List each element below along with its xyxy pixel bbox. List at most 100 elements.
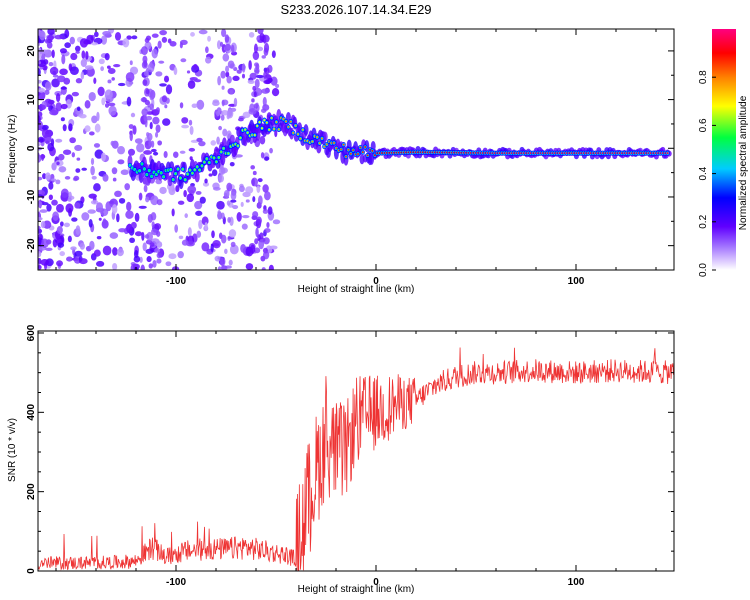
x-axis-label-bottom: Height of straight line (km) [298,584,415,595]
noise-blob [222,128,228,137]
noise-blob [38,176,43,181]
noise-blob [262,96,267,107]
noise-blob [262,209,269,214]
noise-blob [204,222,208,231]
noise-blob [38,91,46,101]
noise-blob [96,111,100,122]
noise-blob [38,200,43,208]
ridge-core [265,121,268,124]
ridge-halo [167,175,173,187]
noise-blob [114,190,122,198]
noise-blob [133,255,141,263]
noise-blob [93,77,97,84]
colorbar-tick-label: 0.2 [698,214,709,228]
noise-blob [70,246,77,251]
noise-blob [240,201,244,208]
noise-blob [52,211,59,221]
noise-blob [186,70,191,74]
noise-blob [118,197,126,204]
noise-blob [100,35,108,45]
noise-blob [236,69,242,74]
noise-blob [40,220,46,229]
noise-blob [129,60,133,66]
noise-blob [253,91,257,98]
noise-blob [223,190,230,199]
noise-blob [271,50,276,58]
noise-blob [111,167,118,175]
noise-blob [208,173,213,177]
noise-blob [265,67,270,75]
noise-blob [52,74,59,78]
noise-blob [201,242,210,252]
noise-blob [120,169,129,176]
noise-blob [43,133,52,144]
noise-blob [229,161,235,167]
noise-blob [157,140,163,146]
ridge-halo [303,124,309,136]
noise-blob [252,170,257,176]
noise-blob [134,231,143,237]
noise-blob [117,146,126,155]
noise-blob [95,202,104,212]
noise-blob [104,89,113,100]
noise-blob [191,103,198,109]
noise-blob [143,184,148,193]
noise-blob [232,204,239,210]
noise-blob [102,218,107,226]
noise-blob [84,65,94,70]
noise-blob [174,224,179,233]
noise-blob [126,223,133,234]
noise-blob [204,178,208,184]
noise-blob [95,260,105,267]
noise-blob [241,223,248,230]
ridge-core [205,157,208,160]
noise-blob [38,47,41,51]
noise-blob [165,84,173,95]
noise-blob [48,62,54,67]
noise-blob [224,43,232,51]
noise-blob [127,148,136,156]
noise-blob [226,200,231,206]
noise-blob [94,123,101,133]
noise-blob [254,62,259,67]
noise-blob [249,103,255,113]
noise-blob [126,201,132,212]
noise-blob [141,61,148,69]
colorbar-tick-label: 0.4 [698,166,709,180]
noise-blob [90,157,95,166]
noise-blob [236,211,242,222]
ridge-core [253,134,256,137]
noise-blob [152,260,157,268]
noise-blob [270,76,278,86]
noise-blob [216,136,220,145]
noise-blob [100,66,104,72]
noise-blob [59,251,65,257]
ridge-core [153,171,155,174]
noise-blob [238,185,245,193]
ridge-halo [229,134,235,144]
noise-blob [41,124,49,130]
noise-blob [230,191,237,201]
noise-blob [238,117,244,122]
noise-blob [181,239,189,246]
noise-blob [257,29,264,35]
noise-blob [178,235,184,240]
noise-blob [196,99,205,110]
y-axis-label-bottom: SNR (10 * v/v) [7,418,18,482]
ridge-core [174,172,177,175]
noise-blob [140,46,148,56]
ridge-core [357,152,359,155]
ridge-core [342,143,345,146]
noise-blob [145,115,153,121]
ridge-core [141,162,143,165]
ridge-core [287,125,290,128]
noise-blob [107,79,112,84]
noise-blob [217,210,221,216]
noise-blob [230,199,237,203]
chart-title: S233.2026.107.14.34.E29 [280,2,431,17]
noise-blob [198,140,206,147]
noise-blob [149,242,155,247]
noise-blob [44,89,50,95]
noise-blob [155,71,163,77]
noise-blob [90,165,95,176]
